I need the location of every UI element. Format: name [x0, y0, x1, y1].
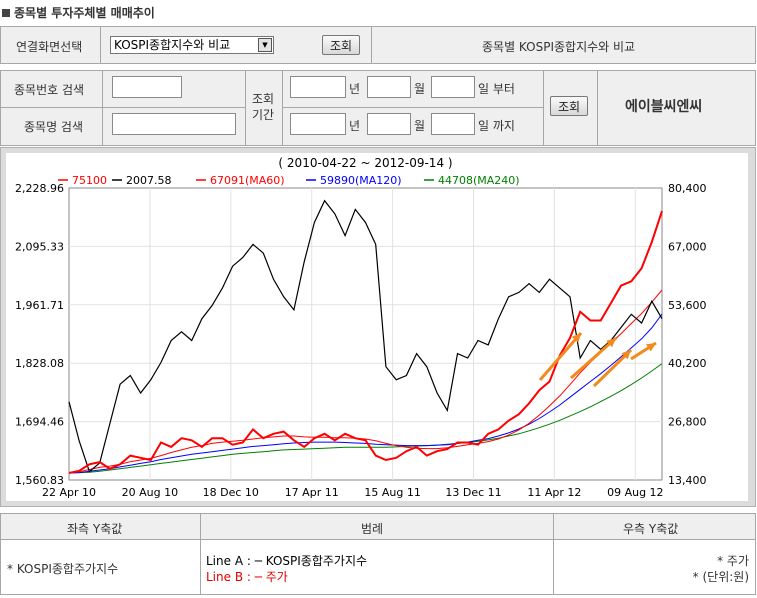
x-tick-label: 17 Apr 11	[285, 486, 339, 499]
left-axis-value: * KOSPI종합주가지수	[7, 562, 119, 576]
right-tick-label: 13,400	[668, 474, 707, 487]
right-tick-label: 67,000	[668, 240, 707, 253]
page-title: 종목별 투자주체별 매매추이	[2, 4, 155, 21]
link-select-value: KOSPI종합지수와 비교	[114, 38, 231, 52]
period-label-2: 기간	[252, 108, 275, 122]
chart-panel: ( 2010-04-22 ~ 2012-09-14 ) 75100 2007.58 6…	[0, 147, 756, 507]
legend-header: 범례	[361, 522, 384, 536]
to-day-unit: 일 까지	[478, 119, 515, 133]
trend-arrow-head	[646, 343, 656, 352]
from-month-unit: 월	[414, 82, 426, 96]
from-month-input[interactable]	[367, 76, 411, 98]
name-search-label: 종목명 검색	[24, 120, 84, 134]
legend-label: 75100	[72, 174, 107, 187]
code-search-label: 종목번호 검색	[14, 83, 85, 97]
to-year-unit: 년	[349, 119, 361, 133]
trend-arrow-head	[606, 338, 616, 348]
to-day-input[interactable]	[431, 113, 475, 135]
stock-line	[68, 210, 663, 474]
link-label: 연결화면선택	[16, 40, 83, 54]
left-tick-label: 1,961.71	[15, 299, 64, 312]
to-month-unit: 월	[414, 119, 426, 133]
x-tick-label: 09 Aug 12	[607, 486, 663, 499]
left-axis-header: 좌측 Y축값	[67, 522, 123, 536]
legend-label: 59890(MA120)	[320, 174, 402, 187]
legend-label: 2007.58	[126, 174, 172, 187]
right-axis-value-2: * (단위:원)	[692, 570, 749, 584]
compare-caption: 종목별 KOSPI종합지수와 비교	[482, 40, 636, 54]
chart-title: ( 2010-04-22 ~ 2012-09-14 )	[278, 156, 452, 170]
right-tick-label: 53,600	[668, 299, 707, 312]
right-axis-value-1: * 주가	[717, 554, 749, 568]
link-select[interactable]: KOSPI종합지수와 비교 ▼	[110, 36, 274, 54]
from-year-unit: 년	[349, 82, 361, 96]
period-label-1: 조회	[252, 92, 275, 106]
x-tick-label: 18 Dec 10	[203, 486, 259, 499]
from-day-input[interactable]	[431, 76, 475, 98]
from-day-unit: 일 부터	[478, 82, 515, 96]
right-tick-label: 80,400	[668, 182, 707, 195]
right-tick-label: 26,800	[668, 416, 707, 429]
code-search-input[interactable]	[112, 76, 182, 98]
trend-arrow	[570, 336, 617, 380]
x-tick-label: 11 Apr 12	[527, 486, 581, 499]
ma240-line	[68, 363, 663, 474]
to-year-input[interactable]	[290, 113, 346, 135]
legend-label: 44708(MA240)	[438, 174, 520, 187]
legend-line-b: Line B : ─ 주가	[206, 570, 288, 584]
trend-arrow	[538, 332, 583, 381]
left-tick-label: 1,694.46	[15, 416, 64, 429]
x-tick-label: 13 Dec 11	[445, 486, 501, 499]
page-title-text: 종목별 투자주체별 매매추이	[14, 6, 155, 20]
name-search-input[interactable]	[112, 113, 236, 135]
trend-arrow-head	[571, 333, 581, 343]
plot-area	[68, 187, 663, 481]
x-tick-label: 22 Apr 10	[42, 486, 96, 499]
period-lookup-button[interactable]: 조회	[550, 96, 588, 116]
kospi-line	[68, 199, 663, 473]
ma120-line	[68, 313, 663, 474]
left-tick-label: 1,560.83	[15, 474, 64, 487]
x-tick-label: 20 Aug 10	[122, 486, 178, 499]
chevron-down-icon[interactable]: ▼	[258, 38, 272, 52]
company-name: 에이블씨엔씨	[625, 99, 703, 115]
trend-arrow-head	[621, 350, 631, 360]
lookup-button[interactable]: 조회	[322, 35, 360, 55]
legend-line-a: Line A : ─ KOSPI종합주가지수	[206, 554, 368, 568]
x-tick-label: 15 Aug 11	[364, 486, 420, 499]
left-tick-label: 1,828.08	[15, 357, 64, 370]
right-tick-label: 40,200	[668, 357, 707, 370]
right-axis-header: 우측 Y축값	[623, 522, 679, 536]
left-tick-label: 2,228.96	[15, 182, 64, 195]
ma60-line	[68, 289, 663, 474]
to-month-input[interactable]	[367, 113, 411, 135]
title-bullet-icon	[2, 8, 10, 17]
legend-table: 좌측 Y축값 범례 우측 Y축값 * KOSPI종합주가지수 Line A : …	[0, 513, 756, 595]
left-tick-label: 2,095.33	[15, 240, 64, 253]
legend-label: 67091(MA60)	[210, 174, 285, 187]
price-chart: ( 2010-04-22 ~ 2012-09-14 ) 75100 2007.58 6…	[15, 156, 707, 499]
from-year-input[interactable]	[290, 76, 346, 98]
